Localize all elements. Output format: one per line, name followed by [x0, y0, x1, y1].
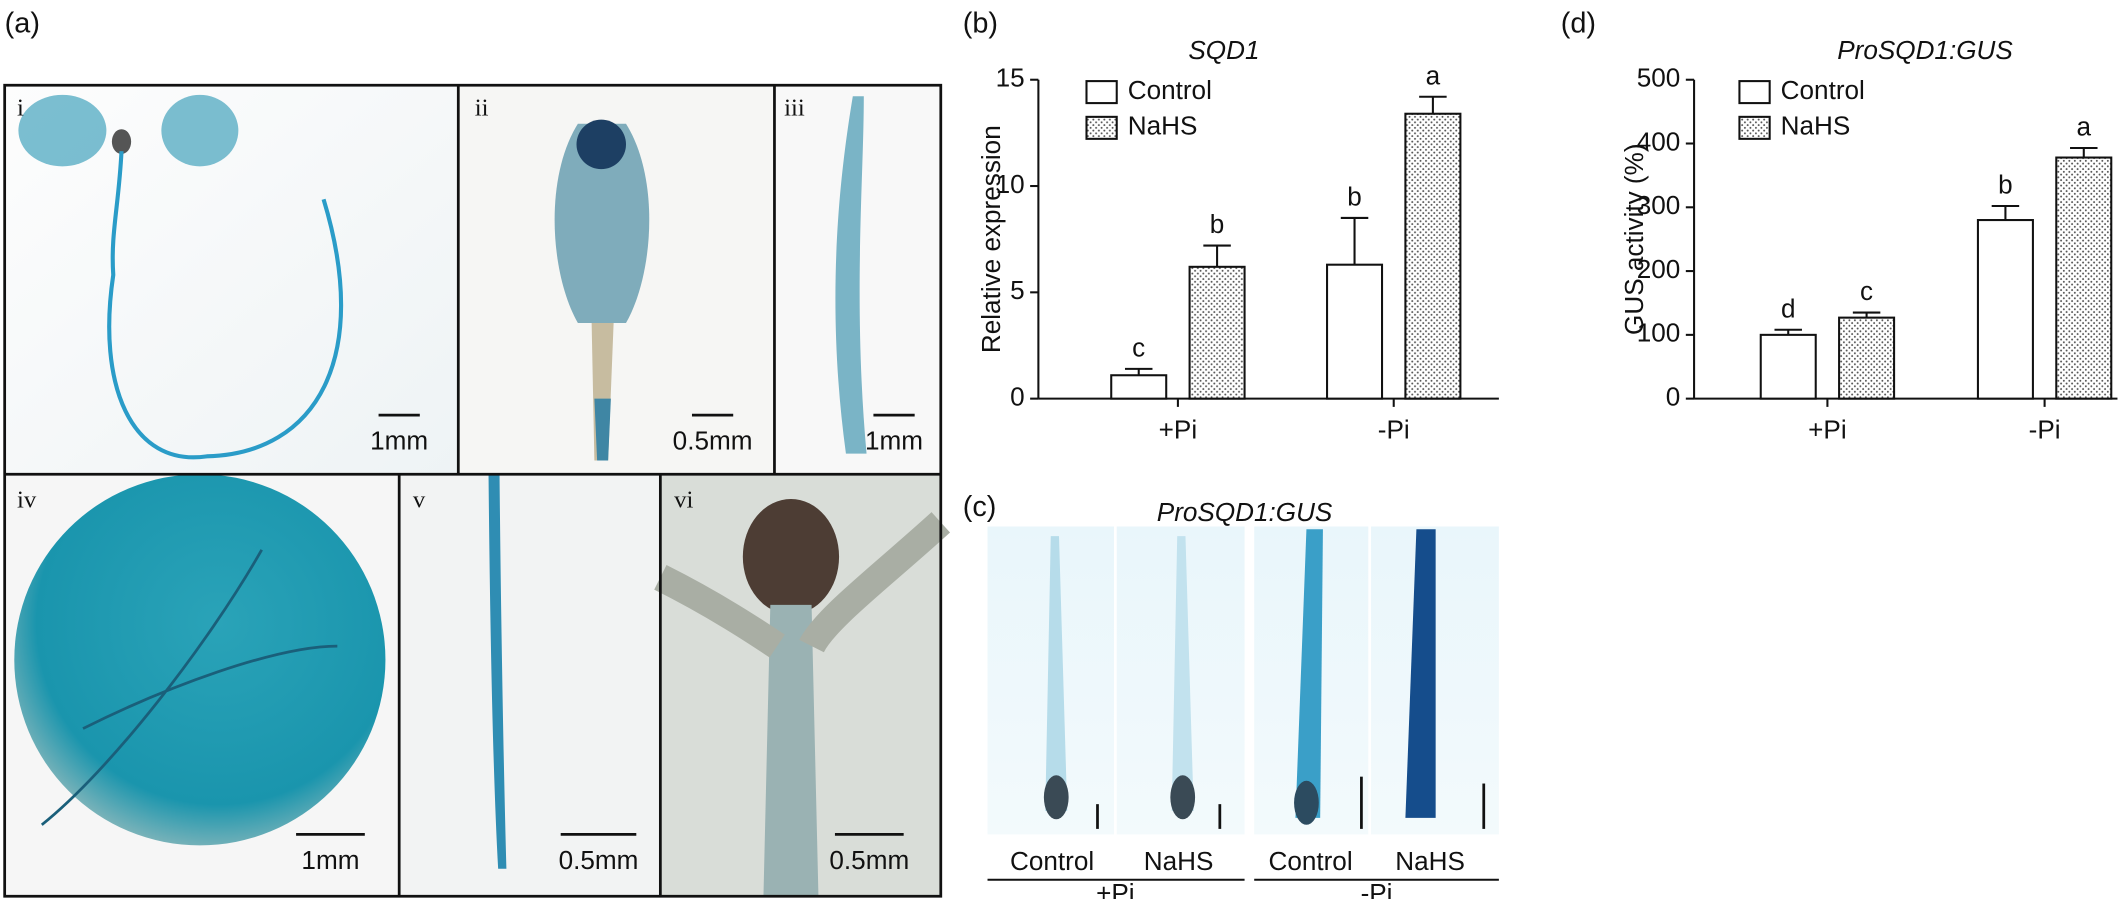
image-label: Control: [1268, 846, 1352, 876]
significance-label: a: [1426, 60, 1441, 90]
image-label: Control: [1010, 846, 1094, 876]
y-tick-label: 500: [1637, 63, 1681, 93]
significance-label: b: [1347, 182, 1362, 212]
bar: [1110, 374, 1168, 400]
chart-title: ProSQD1:GUS: [1837, 35, 2013, 65]
legend-swatch: [1085, 115, 1118, 140]
photo-grid: [3, 83, 951, 898]
legend-label: Control: [1781, 75, 1865, 105]
y-tick-label: 400: [1637, 126, 1681, 156]
bar: [1326, 263, 1384, 400]
y-tick-label: 200: [1637, 254, 1681, 284]
x-tick-label: -Pi: [2029, 415, 2061, 445]
y-tick-label: 10: [996, 169, 1025, 199]
bar: [1759, 333, 1817, 400]
image-label: NaHS: [1395, 846, 1465, 876]
x-tick-label: -Pi: [1378, 415, 1410, 445]
group-label: -Pi: [1361, 878, 1393, 899]
x-tick-label: +Pi: [1808, 415, 1846, 445]
legend-label: NaHS: [1781, 111, 1851, 141]
bar: [2055, 156, 2113, 400]
photo-label: iii: [784, 95, 805, 122]
legend-swatch: [1738, 115, 1771, 140]
significance-label: a: [2077, 112, 2092, 142]
panel-label: (a): [5, 7, 40, 39]
legend-label: Control: [1128, 75, 1212, 105]
panel-title: ProSQD1:GUS: [1157, 497, 1333, 527]
root-images: [987, 526, 1499, 881]
significance-label: b: [1210, 209, 1225, 239]
panel-label: (b): [963, 7, 998, 39]
panel-label: (d): [1561, 7, 1596, 39]
group-label: +Pi: [1096, 878, 1134, 899]
y-tick-label: 0: [1666, 382, 1681, 412]
photo-label: vi: [674, 486, 693, 513]
scale-label: 1mm: [865, 426, 923, 456]
significance-label: c: [1132, 333, 1145, 363]
photo-label: i: [17, 95, 24, 122]
scale-label: 1mm: [370, 426, 428, 456]
scale-label: 0.5mm: [829, 845, 909, 875]
y-axis-label: GUS activity (%): [1619, 143, 1649, 335]
bar: [1838, 316, 1896, 400]
photo-label: ii: [475, 95, 489, 122]
image-label: NaHS: [1144, 846, 1214, 876]
panel-label: (c): [963, 491, 997, 523]
legend-swatch: [1738, 80, 1771, 105]
legend-swatch: [1085, 80, 1118, 105]
bar: [1976, 219, 2034, 400]
bar: [1188, 265, 1246, 400]
chart-title: SQD1: [1188, 35, 1259, 65]
photo-label: iv: [17, 486, 37, 513]
scale-label: 0.5mm: [673, 426, 753, 456]
y-tick-label: 300: [1637, 190, 1681, 220]
photo: [399, 474, 661, 897]
y-axis-label: Relative expression: [976, 125, 1006, 353]
y-tick-label: 0: [1010, 382, 1025, 412]
scale-label: 0.5mm: [559, 845, 639, 875]
legend-label: NaHS: [1128, 111, 1198, 141]
significance-label: b: [1998, 170, 2013, 200]
bar: [1404, 112, 1462, 400]
y-tick-label: 100: [1637, 318, 1681, 348]
y-tick-label: 15: [996, 63, 1025, 93]
significance-label: c: [1860, 276, 1873, 306]
scale-label: 1mm: [301, 845, 359, 875]
y-tick-label: 5: [1010, 275, 1025, 305]
significance-label: d: [1781, 293, 1796, 323]
photo-label: v: [413, 486, 426, 513]
x-tick-label: +Pi: [1159, 415, 1197, 445]
